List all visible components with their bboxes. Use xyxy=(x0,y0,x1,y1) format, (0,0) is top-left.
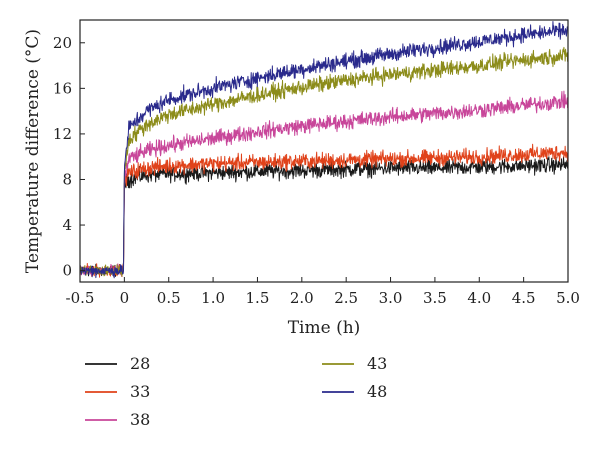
x-tick-label: 4.0 xyxy=(467,289,491,307)
series-line-38 xyxy=(79,90,569,276)
x-tick-label: 3.0 xyxy=(379,289,403,307)
axis-ticks xyxy=(79,42,569,282)
x-tick-label: 4.5 xyxy=(512,289,536,307)
y-tick-label: 20 xyxy=(53,34,72,52)
y-axis-title: Temperature difference (°C) xyxy=(23,29,43,273)
x-tick-label: 1.0 xyxy=(201,289,225,307)
series-line-48 xyxy=(79,21,569,279)
axis-tick-labels: -0.5 0 0.5 1.0 1.5 2.0 2.5 3.0 3.5 4.0 4.5 5.0 0 4 8 12… xyxy=(53,34,580,307)
x-tick-label: 3.5 xyxy=(423,289,447,307)
legend-label-33: 33 xyxy=(130,382,150,401)
plot-area xyxy=(79,21,569,279)
y-tick-label: 4 xyxy=(62,216,72,234)
x-tick-label: 5.0 xyxy=(556,289,580,307)
y-tick-label: 12 xyxy=(53,125,72,143)
x-tick-label: -0.5 xyxy=(66,289,95,307)
x-tick-label: 2.0 xyxy=(290,289,314,307)
plot-frame xyxy=(79,19,569,283)
y-tick-label: 8 xyxy=(62,170,72,188)
x-tick-label: 2.5 xyxy=(334,289,358,307)
x-tick-label: 0 xyxy=(120,289,130,307)
legend-label-48: 48 xyxy=(367,382,387,401)
series-line-33 xyxy=(79,143,569,278)
series-line-43 xyxy=(79,46,569,277)
legend-label-38: 38 xyxy=(130,410,150,429)
x-tick-label: 0.5 xyxy=(157,289,181,307)
x-tick-label: 1.5 xyxy=(246,289,270,307)
legend-label-28: 28 xyxy=(130,354,150,373)
x-axis-title: Time (h) xyxy=(288,318,361,338)
series-line-28 xyxy=(79,156,569,277)
y-tick-label: 0 xyxy=(62,262,72,280)
y-tick-label: 16 xyxy=(53,79,72,97)
legend-label-43: 43 xyxy=(367,354,387,373)
legend: 28 33 38 43 48 xyxy=(85,354,387,429)
